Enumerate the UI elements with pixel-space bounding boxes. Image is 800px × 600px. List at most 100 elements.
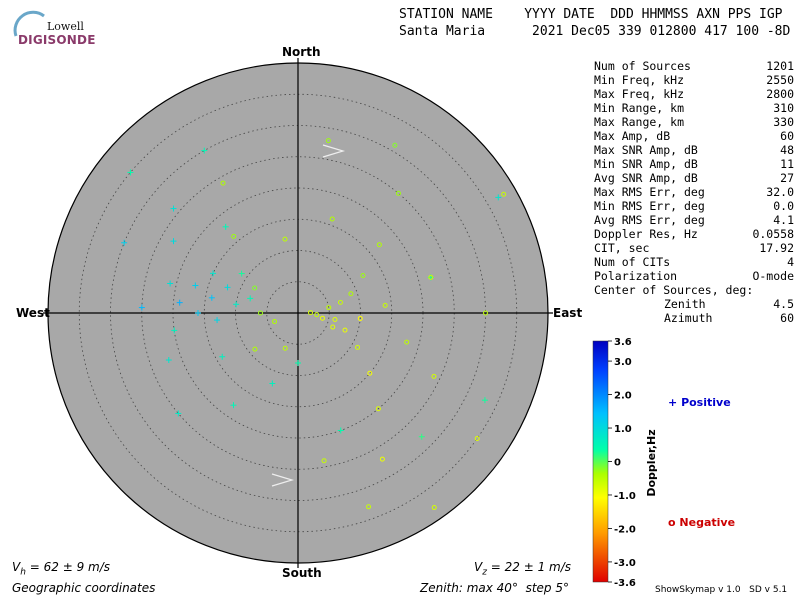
skymap-points [121, 138, 507, 511]
velocity-arrow-icon [322, 144, 346, 158]
velocity-arrow-icon [271, 473, 295, 487]
legend-positive: + Positive [668, 396, 731, 409]
positive-point [337, 427, 344, 434]
stat-row: Doppler Res, Hz 0.0558 [594, 227, 794, 241]
negative-point [252, 346, 258, 352]
negative-point [319, 315, 325, 321]
positive-point [214, 317, 221, 324]
stat-row: CIT, sec 17.92 [594, 241, 794, 255]
colorbar-tick-label: 1.0 [614, 424, 632, 435]
positive-point [233, 301, 240, 308]
colorbar-tick-label: -2.0 [614, 524, 636, 535]
negative-point [355, 344, 361, 350]
center-azimuth-row: Azimuth 60 [664, 311, 794, 325]
negative-marker-icon: o [668, 516, 676, 529]
stat-row: Max RMS Err, deg 32.0 [594, 185, 794, 199]
negative-point [321, 458, 327, 464]
digisonde-logo-arc [13, 10, 45, 37]
negative-point [379, 456, 385, 462]
stat-row: Min Freq, kHz 2550 [594, 73, 794, 87]
logo-lowell-text: Lowell [47, 20, 84, 33]
positive-point [192, 282, 199, 289]
stat-row: Max Range, km 330 [594, 115, 794, 129]
velocity-arrows [271, 144, 346, 487]
header-columns: STATION NAME YYYY DATE DDD HHMMSS AXN PP… [399, 7, 783, 22]
positive-point [210, 270, 217, 277]
colorbar-tick-label: 3.0 [614, 357, 632, 368]
positive-point [208, 294, 215, 301]
stat-row: Max SNR Amp, dB 48 [594, 143, 794, 157]
positive-marker-icon: + [668, 396, 678, 409]
colorbar-tick-label: 2.0 [614, 391, 632, 402]
colorbar-tick-label: 3.6 [614, 337, 632, 348]
stat-row: Polarization O-mode [594, 269, 794, 283]
negative-point [431, 373, 437, 379]
positive-point [247, 295, 254, 302]
positive-point [138, 304, 145, 311]
negative-point [501, 191, 507, 197]
zenith-scale: Zenith: max 40° step 5° [420, 581, 569, 595]
negative-point [431, 505, 437, 511]
stat-row: Max Amp, dB 60 [594, 129, 794, 143]
negative-point [348, 291, 354, 297]
negative-point [220, 180, 226, 186]
negative-point [252, 285, 258, 291]
direction-north: North [282, 45, 321, 59]
colorbar-tick-label: -3.6 [614, 578, 636, 589]
positive-point [219, 353, 226, 360]
stat-row: Avg SNR Amp, dB 27 [594, 171, 794, 185]
positive-point [222, 223, 229, 230]
positive-point [295, 360, 301, 366]
negative-point [376, 242, 382, 248]
center-zenith-row: Zenith 4.5 [664, 297, 794, 311]
vertical-velocity: Vz = 22 ± 1 m/s [474, 560, 572, 578]
negative-point [258, 310, 263, 316]
negative-point [357, 315, 363, 321]
colorbar-tick-label: 0 [614, 458, 621, 469]
positive-point [170, 205, 177, 212]
direction-east: East [553, 306, 583, 320]
stat-row: Min RMS Err, deg 0.0 [594, 199, 794, 213]
positive-point [201, 147, 208, 154]
negative-point [231, 233, 237, 239]
stat-row: Avg RMS Err, deg 4.1 [594, 213, 794, 227]
positive-point [171, 327, 178, 334]
negative-point [282, 236, 288, 242]
negative-point [428, 274, 434, 280]
negative-point [367, 370, 373, 376]
positive-point [165, 357, 172, 364]
negative-point [483, 310, 488, 316]
positive-point [224, 284, 231, 291]
negative-point [325, 138, 331, 144]
negative-point [307, 310, 313, 316]
positive-point [230, 402, 237, 409]
positive-point [238, 270, 245, 277]
doppler-colorbar: 3.6 3.0 2.0 1.0 0 -1.0 -2.0 -3.0 -3.6 Doppler,Hz [592, 337, 658, 589]
negative-point [342, 327, 348, 333]
positive-point [176, 299, 183, 306]
coordinate-system: Geographic coordinates [12, 581, 156, 595]
negative-point [382, 302, 388, 308]
positive-point [127, 169, 134, 176]
direction-west: West [16, 306, 50, 320]
header-values: Santa Maria 2021 Dec05 339 012800 417 10… [399, 24, 791, 39]
negative-point [282, 345, 288, 351]
colorbar-ticks: 3.6 3.0 2.0 1.0 0 -1.0 -2.0 -3.0 -3.6 [608, 337, 636, 589]
legend-negative: o Negative [668, 516, 736, 529]
positive-point [167, 280, 174, 287]
negative-point [360, 273, 366, 278]
stat-row: Max Freq, kHz 2800 [594, 87, 794, 101]
stat-row: Min Range, km 310 [594, 101, 794, 115]
center-title: Center of Sources, deg: [594, 283, 754, 297]
negative-point [474, 435, 480, 441]
negative-point [392, 142, 398, 148]
horizontal-velocity: Vh = 62 ± 9 m/s [12, 560, 111, 578]
negative-point [329, 216, 335, 222]
negative-point [272, 319, 278, 325]
negative-point [326, 305, 332, 311]
negative-point [337, 299, 343, 305]
positive-point [175, 410, 182, 417]
negative-point [366, 504, 372, 510]
negative-point [332, 317, 338, 323]
stats-panel: Num of Sources 1201 Min Freq, kHz 2550 Max F… [594, 59, 794, 325]
